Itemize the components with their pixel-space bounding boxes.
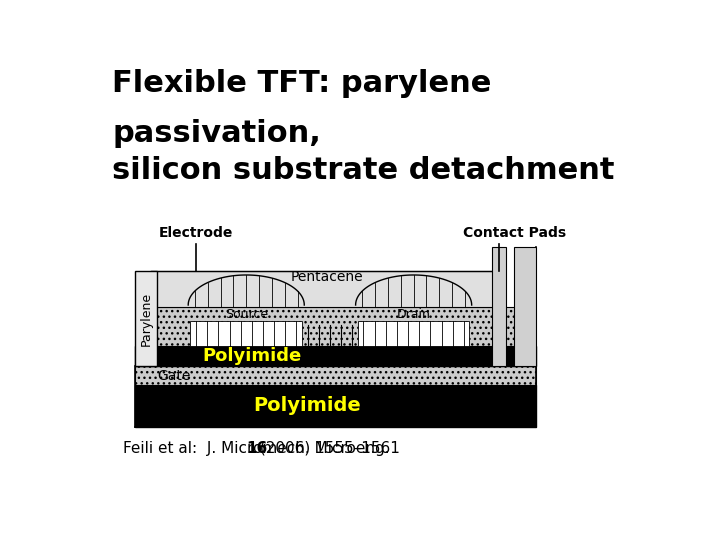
- Text: silicon substrate detachment: silicon substrate detachment: [112, 156, 615, 185]
- Bar: [514, 246, 536, 366]
- Bar: [135, 366, 536, 385]
- Text: Parylene: Parylene: [139, 292, 153, 346]
- Text: Pentacene: Pentacene: [291, 270, 364, 284]
- Bar: [135, 346, 536, 366]
- Bar: [135, 385, 536, 427]
- Text: Feili et al:  J. Micromech. Microeng.: Feili et al: J. Micromech. Microeng.: [124, 441, 395, 456]
- Text: passivation,: passivation,: [112, 119, 321, 148]
- Bar: [135, 272, 157, 366]
- Text: Electrode: Electrode: [159, 226, 233, 240]
- Text: Drain: Drain: [397, 308, 431, 321]
- Text: Contact Pads: Contact Pads: [462, 226, 566, 240]
- Bar: [492, 246, 505, 366]
- Text: 16: 16: [246, 441, 268, 456]
- Bar: [151, 272, 503, 307]
- Bar: [151, 307, 520, 346]
- Bar: [190, 321, 302, 346]
- Text: (2006) 1555–1561: (2006) 1555–1561: [255, 441, 400, 456]
- Text: Polyimide: Polyimide: [253, 396, 361, 415]
- Bar: [358, 321, 469, 346]
- Text: Polyimide: Polyimide: [202, 347, 302, 365]
- Text: Source: Source: [225, 308, 268, 321]
- Text: Gate: Gate: [157, 369, 190, 383]
- Text: Flexible TFT: parylene: Flexible TFT: parylene: [112, 69, 492, 98]
